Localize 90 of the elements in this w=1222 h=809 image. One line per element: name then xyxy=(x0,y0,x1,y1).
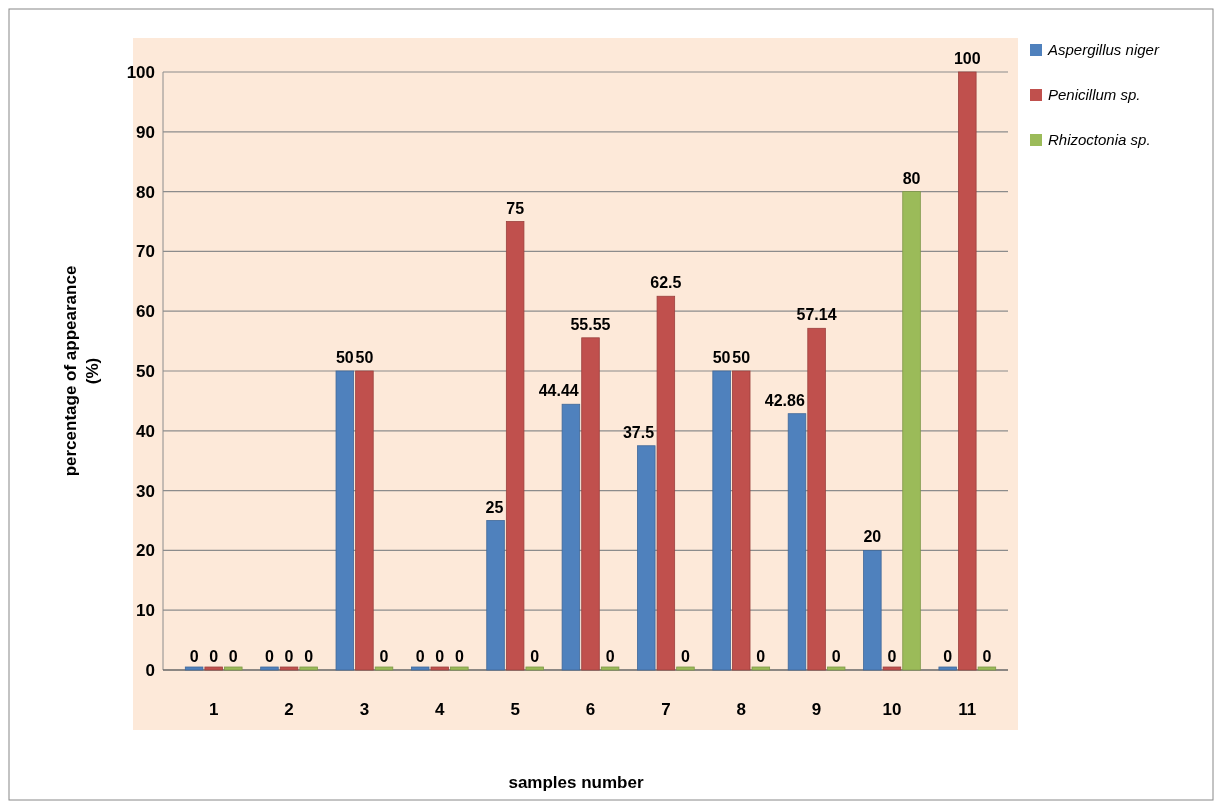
bar xyxy=(374,666,394,671)
bar xyxy=(184,666,204,671)
bar xyxy=(656,295,676,671)
x-tick-label: 10 xyxy=(882,700,902,719)
bar xyxy=(581,337,600,671)
bar xyxy=(977,666,997,671)
bar xyxy=(732,370,751,671)
bar xyxy=(787,413,807,671)
x-tick-label: 6 xyxy=(585,700,596,719)
data-label: 0 xyxy=(681,648,690,665)
bar xyxy=(335,370,355,671)
x-tick-label: 1 xyxy=(208,700,219,719)
y-tick-label: 100 xyxy=(126,62,155,82)
data-label: 50 xyxy=(732,349,751,366)
data-label: 0 xyxy=(304,648,314,665)
y-tick-label: 50 xyxy=(136,361,155,381)
y-tick-label: 80 xyxy=(136,182,155,202)
bar xyxy=(430,666,449,671)
x-tick-label: 4 xyxy=(435,700,446,719)
y-tick-label: 40 xyxy=(136,421,155,441)
data-label: 75 xyxy=(506,199,525,217)
x-tick-label: 3 xyxy=(359,700,370,719)
y-tick-label: 20 xyxy=(136,541,155,561)
data-label: 55.55 xyxy=(570,315,611,333)
legend-label: Penicillum sp. xyxy=(1048,86,1141,103)
x-tick-label: 2 xyxy=(284,700,294,719)
y-axis-title: percentage of appearance (%) xyxy=(61,265,102,477)
bar xyxy=(637,445,656,671)
x-tick-label: 7 xyxy=(661,700,671,719)
bar xyxy=(525,666,544,671)
y-tick-label: 70 xyxy=(136,242,155,262)
data-label: 57.14 xyxy=(796,306,837,324)
data-label: 0 xyxy=(189,648,199,665)
y-tick-label: 10 xyxy=(136,601,155,621)
data-label: 50 xyxy=(712,349,731,366)
data-label: 0 xyxy=(530,648,540,665)
data-label: 0 xyxy=(284,648,294,665)
data-label: 0 xyxy=(756,648,766,665)
data-label: 0 xyxy=(209,648,219,665)
bar xyxy=(826,666,846,671)
data-label: 0 xyxy=(943,648,953,665)
data-label: 80 xyxy=(902,169,921,187)
data-label: 0 xyxy=(982,648,992,665)
x-tick-label: 8 xyxy=(736,700,746,719)
y-tick-label: 0 xyxy=(145,660,155,680)
data-label: 62.5 xyxy=(650,274,682,292)
data-label: 0 xyxy=(228,648,238,665)
data-label: 0 xyxy=(887,648,897,665)
data-label: 37.5 xyxy=(622,423,655,441)
data-label: 0 xyxy=(831,648,841,665)
bar xyxy=(751,666,771,671)
bar xyxy=(902,191,921,671)
y-tick-label: 60 xyxy=(136,302,155,322)
data-label: 100 xyxy=(953,50,981,67)
bar xyxy=(807,327,826,671)
bar xyxy=(712,370,731,671)
bar xyxy=(204,666,223,671)
bar xyxy=(355,370,374,671)
data-label: 20 xyxy=(863,528,882,546)
data-label: 25 xyxy=(485,498,504,516)
x-tick-label: 9 xyxy=(811,700,822,719)
data-label: 0 xyxy=(605,648,615,665)
bar xyxy=(505,221,525,671)
x-tick-label: 11 xyxy=(958,700,977,719)
bar xyxy=(676,666,695,671)
data-label: 42.86 xyxy=(764,391,805,409)
bar xyxy=(299,666,318,671)
data-label: 0 xyxy=(265,648,275,665)
x-tick-label: 5 xyxy=(510,700,520,719)
data-label: 44.44 xyxy=(538,382,579,400)
bar xyxy=(882,666,902,671)
bar xyxy=(561,403,581,671)
bar xyxy=(260,666,279,671)
bar xyxy=(279,666,299,671)
bar xyxy=(410,666,430,671)
data-label: 0 xyxy=(415,648,425,665)
bar xyxy=(224,666,243,671)
y-tick-label: 30 xyxy=(136,481,155,501)
legend-label: Aspergillus niger xyxy=(1047,41,1160,58)
y-tick-label: 90 xyxy=(136,122,155,142)
legend-label: Rhizoctonia sp. xyxy=(1048,131,1151,148)
x-axis-title: samples number xyxy=(508,773,644,792)
data-label: 0 xyxy=(435,648,445,665)
bar xyxy=(938,666,957,671)
data-label: 0 xyxy=(454,648,464,665)
bar xyxy=(600,666,620,671)
data-label: 0 xyxy=(379,648,389,665)
data-label: 50 xyxy=(335,349,354,366)
bar xyxy=(450,666,469,671)
data-label: 50 xyxy=(355,349,374,366)
